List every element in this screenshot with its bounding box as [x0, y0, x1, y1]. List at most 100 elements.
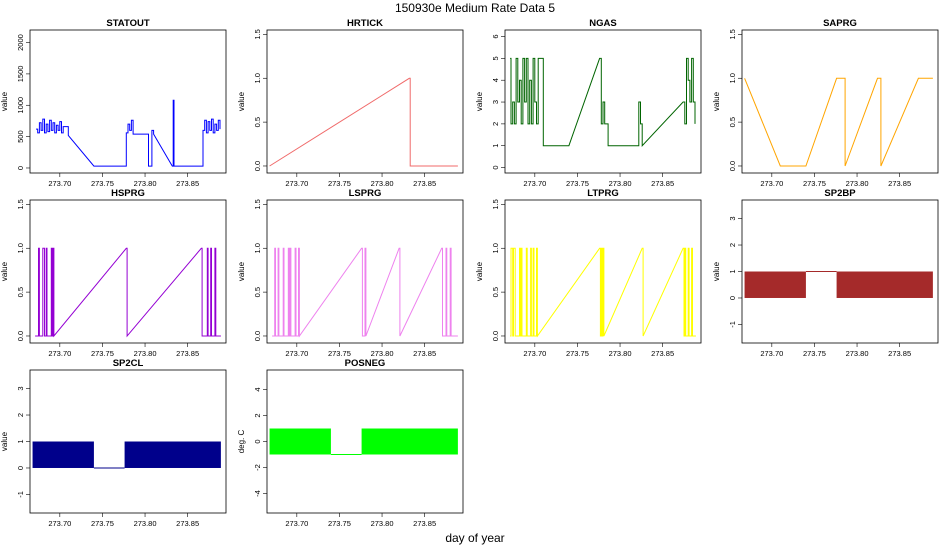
hsprg-y-tick-label: 0.0: [16, 331, 25, 341]
statout-y-tick-label: 0: [16, 166, 25, 170]
panel-saprg: SAPRG value 0.0 0.5 1.0 1.5 273.70 273.75 273.80…: [712, 18, 939, 188]
ltprg-y-tick-label: 0.5: [491, 287, 500, 297]
statout-x-tick-label: 273.75: [91, 179, 114, 188]
sp2cl-data: [32, 441, 221, 469]
saprg-x-tick-label: 273.80: [846, 179, 869, 188]
sp2bp-x-tick-label: 273.80: [846, 349, 869, 358]
ltprg-y-label: value: [475, 261, 484, 281]
posneg-x-tick-label: 273.70: [285, 519, 308, 528]
sp2bp-y-tick-label: -1: [728, 321, 737, 328]
hsprg-x-tick-label: 273.75: [91, 349, 114, 358]
lsprg-y-tick-label: 1.5: [253, 199, 262, 209]
panel-ltprg: LTPRG value 0.0 0.5 1.0 1.5 273.70 273.75 273.80…: [475, 188, 702, 358]
saprg-y-tick-label: 0.5: [728, 117, 737, 127]
posneg-x-tick-label: 273.80: [371, 519, 394, 528]
sp2cl-y-tick-label: 2: [16, 413, 25, 417]
lsprg-series-line: [272, 247, 458, 338]
sp2cl-x-tick-label: 273.70: [48, 519, 71, 528]
ngas-y-tick-label: 2: [491, 122, 500, 126]
hsprg-y-tick-label: 1.5: [16, 199, 25, 209]
saprg-x-tick-label: 273.70: [760, 179, 783, 188]
panel-hrtick: HRTICK value 0.0 0.5 1.0 1.5 273.70 273.75 273.8…: [237, 18, 464, 188]
sp2bp-title: SP2BP: [824, 188, 856, 199]
posneg-y-tick-label: 2: [253, 413, 262, 417]
sp2bp-band-1: [836, 271, 933, 298]
statout-y-tick-label: 1000: [16, 97, 25, 114]
posneg-title: POSNEG: [345, 358, 386, 369]
statout-frame: [29, 29, 227, 174]
sp2bp-y-tick-label: 3: [728, 216, 737, 220]
ltprg-y-tick-label: 1.0: [491, 243, 500, 253]
posneg-x-tick-label: 273.85: [413, 519, 436, 528]
ngas-title: NGAS: [589, 18, 616, 29]
lsprg-y-label: value: [237, 261, 246, 281]
ngas-y-tick-label: 1: [491, 144, 500, 148]
saprg-x-tick-label: 273.85: [888, 179, 911, 188]
ngas-y-tick-label: 0: [491, 165, 500, 169]
ngas-y-tick-label: 4: [491, 78, 500, 82]
sp2cl-y-tick-label: 0: [16, 466, 25, 470]
hsprg-x-tick-label: 273.85: [176, 349, 199, 358]
ngas-x-tick-label: 273.70: [523, 179, 546, 188]
sp2bp-data: [744, 271, 933, 298]
hsprg-x-tick-label: 273.80: [134, 349, 157, 358]
hsprg-title: HSPRG: [111, 188, 145, 199]
ltprg-data: [510, 247, 696, 338]
sp2cl-x-tick-label: 273.75: [91, 519, 114, 528]
saprg-series-line: [744, 77, 933, 167]
ngas-x-tick-label: 273.80: [609, 179, 632, 188]
statout-y-tick-label: 2000: [16, 34, 25, 51]
statout-data: [36, 99, 221, 167]
panel-posneg: POSNEG deg. C -4 -2 0 2 4 273.70 273.75 273.80 273…: [237, 358, 464, 528]
statout-y-tick-label: 500: [16, 130, 25, 143]
sp2cl-y-tick-label: -1: [16, 491, 25, 498]
hrtick-x-tick-label: 273.85: [413, 179, 436, 188]
posneg-band-0: [269, 428, 331, 455]
hsprg-x-tick-label: 273.70: [48, 349, 71, 358]
ngas-frame: [504, 29, 702, 174]
sp2cl-y-label: value: [0, 431, 9, 451]
panel-statout: STATOUT value 0 500 1000 1500 2000 273.70 273.75…: [0, 18, 227, 188]
statout-series-line: [36, 99, 221, 167]
statout-y-tick-label: 1500: [16, 66, 25, 83]
ltprg-x-tick-label: 273.70: [523, 349, 546, 358]
lsprg-x-tick-label: 273.85: [413, 349, 436, 358]
ltprg-x-tick-label: 273.75: [566, 349, 589, 358]
hsprg-y-tick-label: 1.0: [16, 243, 25, 253]
panel-ngas: NGAS value 0 1 2 3 4 5 6 273.70 273.75 273.80 273.85: [475, 18, 702, 188]
lsprg-data: [272, 247, 458, 338]
statout-y-label: value: [0, 91, 9, 111]
posneg-data: [269, 428, 458, 455]
sp2bp-y-tick-label: 1: [728, 269, 737, 273]
posneg-y-tick-label: -4: [253, 490, 262, 497]
sp2cl-title: SP2CL: [113, 358, 144, 369]
statout-x-tick-label: 273.70: [48, 179, 71, 188]
panel-hsprg: HSPRG value 0.0 0.5 1.0 1.5 273.70 273.75 273.80…: [0, 188, 227, 358]
hrtick-y-tick-label: 0.0: [253, 161, 262, 171]
figure-x-label: day of year: [445, 531, 505, 545]
ltprg-x-tick-label: 273.85: [651, 349, 674, 358]
posneg-y-label: deg. C: [237, 429, 246, 453]
lsprg-x-tick-label: 273.75: [328, 349, 351, 358]
saprg-data: [744, 77, 933, 167]
ltprg-series-line: [510, 247, 696, 338]
statout-title: STATOUT: [106, 18, 149, 29]
sp2cl-band-1: [124, 441, 221, 468]
sp2cl-band-0: [32, 441, 94, 468]
lsprg-title: LSPRG: [349, 188, 382, 199]
hrtick-title: HRTICK: [347, 18, 383, 29]
hrtick-x-tick-label: 273.70: [285, 179, 308, 188]
statout-x-tick-label: 273.80: [134, 179, 157, 188]
figure-title: 150930e Medium Rate Data 5: [394, 1, 556, 15]
ngas-x-tick-label: 273.85: [651, 179, 674, 188]
ngas-y-tick-label: 3: [491, 100, 500, 104]
ltprg-x-tick-label: 273.80: [609, 349, 632, 358]
ltprg-y-tick-label: 1.5: [491, 199, 500, 209]
sp2bp-band-0: [744, 271, 806, 298]
panel-lsprg: LSPRG value 0.0 0.5 1.0 1.5 273.70 273.75 273.80…: [237, 188, 464, 358]
lsprg-x-tick-label: 273.70: [285, 349, 308, 358]
ltprg-title: LTPRG: [587, 188, 619, 199]
lsprg-frame: [266, 199, 464, 344]
posneg-band-1: [361, 428, 458, 455]
